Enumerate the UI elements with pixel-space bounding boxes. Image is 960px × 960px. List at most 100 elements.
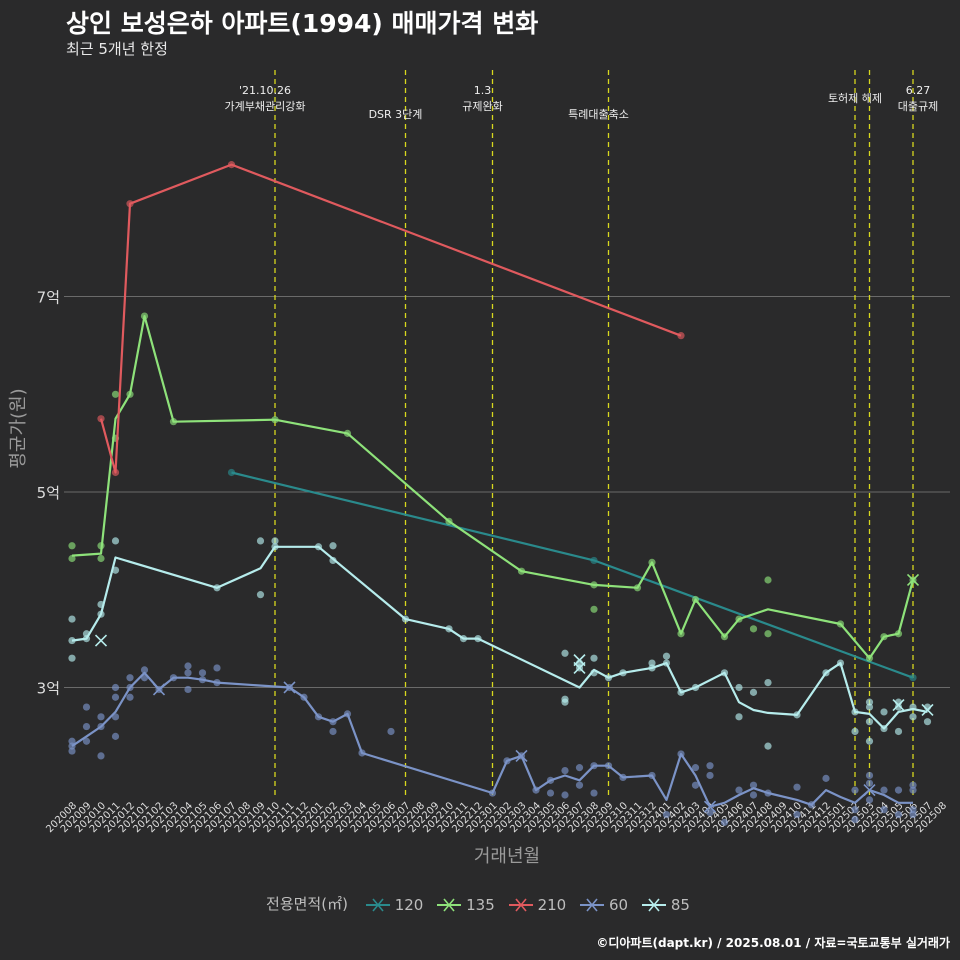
data-point [735,683,743,692]
legend-item-85: 85 [641,895,690,914]
legend-key-cross [443,897,455,912]
event-label: 토허제 해제 [828,91,882,105]
data-point [68,654,76,662]
data-point [111,683,120,692]
legend-key-cross [648,897,660,912]
data-point [865,698,874,706]
data-point [851,786,859,794]
cross-marker [94,634,108,647]
legend-label-135: 135 [466,895,495,914]
chart-subtitle: 최근 5개년 한정 [66,40,168,58]
data-point [82,737,91,745]
event-label: DSR 3단계 [369,108,423,121]
data-point [764,576,772,584]
cross-marker [921,703,934,717]
data-point [329,727,337,736]
data-point [735,713,743,721]
event-label: '21.10.26 가계부채관리강화 [225,84,306,113]
data-point [82,703,91,711]
series-120 [227,468,917,682]
data-point [256,537,265,545]
x-axis-title: 거래년월 [474,846,540,867]
data-point [749,781,758,789]
legend-label-210: 210 [537,895,567,914]
data-point [735,786,743,794]
data-point [880,806,888,814]
data-point [923,718,932,726]
data-point [894,810,903,819]
legend-key-cross [586,897,598,912]
event-label-line: 가계부채관리강화 [225,100,306,113]
data-point [706,808,714,817]
data-point [691,764,700,772]
series-line [71,315,915,660]
data-point [184,685,192,694]
data-point [227,468,236,477]
data-point [865,796,874,804]
series-line [231,471,914,679]
data-point [706,762,714,770]
legend-key-85 [641,897,667,912]
data-point [590,654,598,662]
data-point [648,659,656,667]
data-point [111,390,120,398]
data-point [851,815,859,824]
data-point [126,693,134,701]
series-210 [97,161,685,477]
data-point [256,591,265,599]
event-label-line: 특례대출축소 [568,108,629,121]
data-point [111,537,120,545]
y-tick-label: 5억 [37,484,60,502]
data-point [793,810,801,819]
cross-marker [515,749,528,762]
data-point [749,791,758,799]
event-label: 특례대출축소 [568,108,629,121]
event-label-line: 규제완화 [462,100,502,113]
legend-key-60 [579,897,605,912]
legend-key-cross [372,897,384,912]
data-point [184,662,192,670]
data-point [198,669,207,677]
legend-item-60: 60 [579,895,628,914]
data-point [97,554,105,563]
y-axis-title: 평균가(원) [8,388,29,468]
data-point [561,695,569,703]
series-line [99,163,682,474]
data-point [865,718,874,726]
event-label-line: 1.3 [474,84,492,97]
data-point [764,742,772,750]
legend-key-cross [514,897,527,912]
data-point [706,771,714,780]
data-point [880,708,888,716]
data-point [97,713,105,721]
data-point [764,630,772,638]
data-point [184,669,192,677]
data-point [749,625,758,633]
legend-key-135 [436,897,462,912]
source-caption: ©디아파트(dapt.kr) / 2025.08.01 / 자료=국토교통부 실… [596,936,950,950]
data-point [865,737,874,745]
data-point [97,752,105,760]
event-label: 6.27 대출규제 [898,84,938,113]
data-point [691,781,700,789]
data-point [909,781,917,789]
data-point [271,537,279,545]
legend-key-glyph [579,897,604,912]
data-point [561,791,569,799]
data-point [546,789,555,797]
data-point [793,783,801,791]
cross-marker [906,573,920,587]
data-point [909,806,917,814]
legend-key-glyph [365,897,390,912]
cross-marker [283,681,296,694]
cross-marker [703,800,717,813]
data-point [111,732,120,740]
data-point [590,789,598,797]
series-line [71,671,913,808]
data-point [590,605,598,613]
data-point [140,666,149,674]
data-point [561,649,569,657]
series-line [71,545,928,730]
event-label-line: '21.10.26 [239,84,291,97]
